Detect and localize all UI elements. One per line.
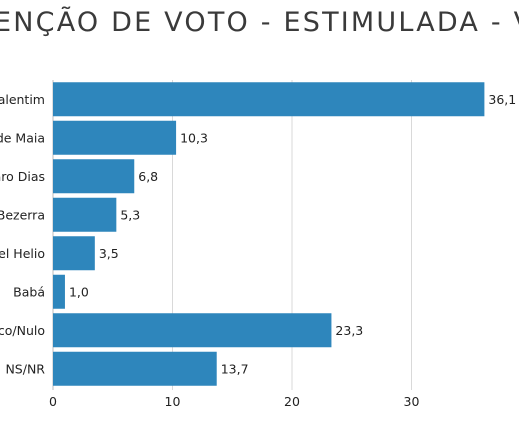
bar-1 <box>53 120 177 155</box>
bar-5 <box>53 274 65 309</box>
category-label-1: de Maia <box>0 130 45 145</box>
value-label-3: 5,3 <box>120 207 140 222</box>
value-labels: 36,1 10,3 6,8 5,3 3,5 1,0 23,3 13,7 <box>69 92 516 377</box>
bars <box>53 82 485 386</box>
category-label-2: aro Dias <box>0 169 45 184</box>
value-label-1: 10,3 <box>180 130 208 145</box>
value-label-6: 23,3 <box>335 323 363 338</box>
category-label-3: Bezerra <box>0 207 45 222</box>
category-label-4: el Helio <box>0 246 45 261</box>
bar-0 <box>53 82 485 117</box>
x-axis-ticks: 0 10 20 30 <box>49 394 419 409</box>
bar-4 <box>53 236 95 271</box>
category-label-6: co/Nulo <box>0 323 45 338</box>
bar-3 <box>53 197 117 232</box>
x-tick-label-0: 0 <box>49 394 57 409</box>
value-label-2: 6,8 <box>138 169 158 184</box>
bar-7 <box>53 351 217 386</box>
category-labels: Valentim de Maia aro Dias Bezerra el Helio Ba… <box>0 92 45 377</box>
value-label-5: 1,0 <box>69 284 89 299</box>
value-label-7: 13,7 <box>221 361 249 376</box>
bar-2 <box>53 159 135 194</box>
chart-title: ENÇÃO DE VOTO - ESTIMULADA - VO <box>0 6 519 38</box>
value-label-4: 3,5 <box>99 246 119 261</box>
x-tick-label-3: 30 <box>404 394 420 409</box>
category-label-7: NS/NR <box>5 361 45 376</box>
value-label-0: 36,1 <box>488 92 516 107</box>
x-tick-label-2: 20 <box>284 394 300 409</box>
bar-6 <box>53 313 332 348</box>
category-label-0: Valentim <box>0 92 45 107</box>
category-label-5: Babá <box>13 284 45 299</box>
x-tick-label-1: 10 <box>165 394 181 409</box>
